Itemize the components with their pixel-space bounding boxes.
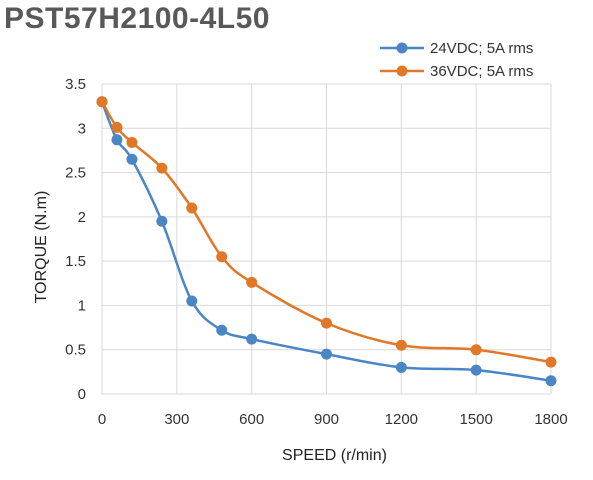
data-point	[126, 136, 138, 148]
data-point	[321, 317, 332, 329]
data-point	[246, 276, 258, 288]
x-axis-ticks: 0 300 600 900 1200 1500 1800	[98, 411, 568, 428]
data-point	[545, 356, 557, 368]
data-point	[470, 344, 482, 356]
data-point	[395, 361, 407, 373]
data-point	[111, 134, 123, 146]
series-layer	[96, 96, 557, 387]
legend: 24VDC; 5A rms 36VDC; 5A rms	[380, 40, 533, 80]
data-point	[186, 295, 198, 307]
y-axis-title: TORQUE (N.m)	[33, 191, 50, 304]
data-point	[156, 162, 168, 174]
legend-label: 36VDC; 5A rms	[430, 63, 533, 80]
x-tick-label: 0	[98, 411, 106, 428]
y-tick-label: 0.5	[65, 342, 86, 359]
x-tick-label: 900	[314, 411, 339, 428]
legend-marker	[396, 65, 408, 77]
y-tick-label: 1.5	[65, 253, 86, 270]
legend-item: 24VDC; 5A rms	[380, 40, 533, 57]
y-tick-label: 3	[78, 120, 86, 137]
data-point	[470, 364, 482, 376]
legend-marker	[396, 42, 408, 54]
data-point	[216, 251, 228, 263]
x-tick-label: 1200	[385, 411, 418, 428]
series-2	[96, 96, 557, 368]
data-point	[126, 153, 138, 165]
series-1	[96, 96, 557, 387]
data-point	[186, 202, 198, 214]
y-tick-label: 1	[78, 297, 86, 314]
x-tick-label: 1800	[534, 411, 567, 428]
legend-item: 36VDC; 5A rms	[380, 63, 533, 80]
data-point	[156, 215, 168, 227]
x-tick-label: 300	[164, 411, 189, 428]
data-point	[545, 375, 557, 387]
y-tick-label: 2	[78, 209, 86, 226]
x-tick-label: 600	[239, 411, 264, 428]
x-tick-label: 1500	[459, 411, 492, 428]
y-tick-label: 0	[78, 386, 86, 403]
data-point	[111, 121, 123, 133]
y-axis-ticks: 0 0.5 1 1.5 2 2.5 3 3.5	[65, 76, 86, 403]
data-point	[216, 324, 228, 336]
x-axis-title: SPEED (r/min)	[282, 447, 387, 464]
chart-title: PST57H2100-4L50	[4, 2, 270, 35]
y-tick-label: 3.5	[65, 76, 86, 93]
data-point	[321, 348, 332, 360]
data-point	[246, 333, 258, 345]
data-point	[395, 339, 407, 351]
data-point	[96, 96, 108, 108]
y-tick-label: 2.5	[65, 165, 86, 182]
legend-label: 24VDC; 5A rms	[430, 40, 533, 57]
